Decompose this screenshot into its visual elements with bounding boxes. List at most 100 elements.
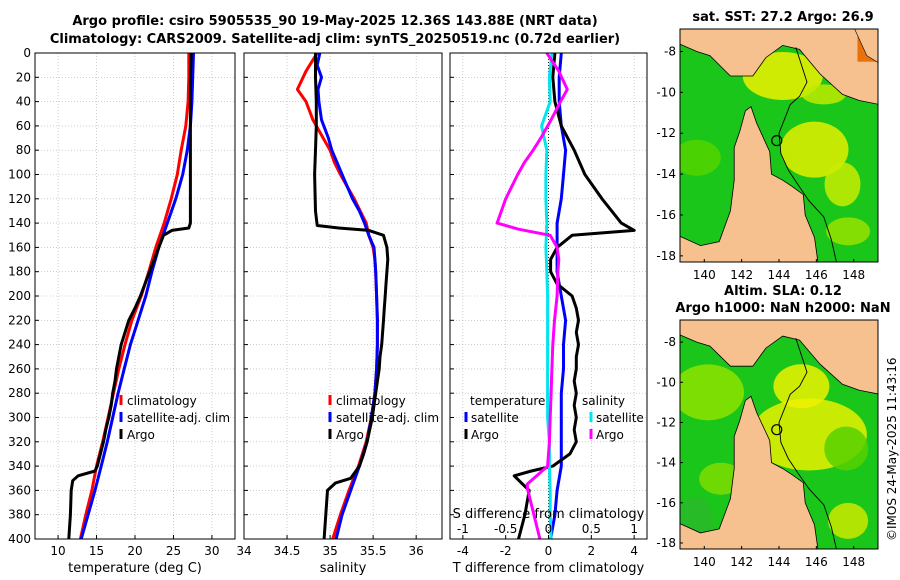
x-tick-label: 2 bbox=[588, 544, 596, 558]
x-tick-label: 25 bbox=[166, 544, 181, 558]
x-tick-label: 15 bbox=[89, 544, 104, 558]
ocean-patch bbox=[742, 52, 823, 101]
ocean-patch bbox=[824, 426, 869, 471]
legend-label: Argo bbox=[336, 428, 364, 442]
map-x-tick-label: 142 bbox=[730, 268, 753, 282]
x-tick-label: 34.5 bbox=[274, 544, 301, 558]
y-tick-label: 20 bbox=[16, 70, 31, 84]
legend-label: satellite-adj. clim bbox=[336, 411, 439, 425]
y-tick-label: 80 bbox=[16, 143, 31, 157]
map-x-tick-label: 142 bbox=[730, 555, 753, 569]
legend-label: Argo bbox=[471, 428, 499, 442]
s-tick-label: 1 bbox=[630, 522, 638, 536]
series-argo bbox=[67, 52, 193, 540]
map-sst_map bbox=[679, 28, 879, 263]
y-tick-label: 160 bbox=[8, 240, 31, 254]
y-tick-label: 0 bbox=[23, 46, 31, 60]
ocean-patch bbox=[680, 364, 745, 421]
x-tick-label: 30 bbox=[204, 544, 219, 558]
sla-map-title-line1: Altim. SLA: 0.12 bbox=[724, 284, 842, 299]
s-axis-label: S difference from climatology bbox=[453, 507, 645, 522]
y-tick-label: 120 bbox=[8, 192, 31, 206]
plot-difference bbox=[449, 52, 648, 540]
map-y-tick-label: -8 bbox=[664, 44, 676, 58]
land-cape-york bbox=[680, 395, 819, 549]
map-x-tick-label: 140 bbox=[693, 555, 716, 569]
y-tick-label: 340 bbox=[8, 459, 31, 473]
map-content bbox=[680, 29, 878, 262]
x-tick-label: 35.5 bbox=[360, 544, 387, 558]
x-tick-label: -4 bbox=[457, 544, 469, 558]
x-tick-label: 20 bbox=[127, 544, 142, 558]
x-axis-label: temperature (deg C) bbox=[68, 561, 202, 576]
y-tick-label: 40 bbox=[16, 95, 31, 109]
legend-label: climatology bbox=[336, 394, 406, 408]
y-tick-label: 140 bbox=[8, 216, 31, 230]
map-y-tick-label: -18 bbox=[656, 249, 676, 263]
land-new-guinea bbox=[680, 320, 878, 395]
ocean-patch bbox=[680, 139, 721, 176]
ocean-patch bbox=[828, 502, 869, 539]
series-argo bbox=[313, 53, 390, 540]
series-t-argo bbox=[512, 52, 636, 540]
sst-map-title: sat. SST: 27.2 Argo: 26.9 bbox=[692, 10, 874, 25]
s-tick-label: -0.5 bbox=[494, 522, 517, 536]
y-tick-label: 60 bbox=[16, 119, 31, 133]
map-y-tick-label: -8 bbox=[664, 335, 676, 349]
legend-label: climatology bbox=[127, 394, 197, 408]
y-tick-label: 200 bbox=[8, 289, 31, 303]
series-satellite-adj-clim bbox=[315, 52, 379, 540]
bathymetry-contour bbox=[778, 47, 837, 262]
s-tick-label: 0.5 bbox=[582, 522, 601, 536]
map-y-tick-label: -16 bbox=[656, 208, 676, 222]
s-tick-label: -1 bbox=[457, 522, 469, 536]
x-tick-label: 35 bbox=[322, 544, 337, 558]
bathymetry-contour bbox=[778, 337, 837, 549]
legend-salinity-title: salinity bbox=[582, 394, 625, 408]
x-tick-label: 0 bbox=[545, 544, 553, 558]
figure-title-line2: Climatology: CARS2009. Satellite-adj cli… bbox=[49, 32, 621, 47]
x-tick-label: -2 bbox=[500, 544, 512, 558]
ocean-patch bbox=[773, 364, 830, 409]
plot-temperature bbox=[34, 52, 236, 540]
map-y-tick-label: -18 bbox=[656, 536, 676, 550]
legend-label: Argo bbox=[127, 428, 155, 442]
map-content bbox=[680, 320, 878, 549]
x-tick-label: 34 bbox=[236, 544, 251, 558]
x-tick-label: 4 bbox=[630, 544, 638, 558]
y-tick-label: 300 bbox=[8, 411, 31, 425]
map-x-tick-label: 144 bbox=[768, 555, 791, 569]
ocean-patch bbox=[801, 84, 846, 105]
profile-location-marker bbox=[771, 424, 783, 436]
map-x-tick-label: 148 bbox=[842, 555, 865, 569]
x-tick-label: 10 bbox=[50, 544, 65, 558]
ocean-patch bbox=[824, 162, 861, 207]
series-s-argo bbox=[495, 52, 569, 540]
series-t-satellite bbox=[549, 52, 568, 540]
legend-label: satellite bbox=[471, 411, 519, 425]
map-y-tick-label: -14 bbox=[656, 456, 676, 470]
legend-label: Argo bbox=[596, 428, 624, 442]
y-tick-label: 240 bbox=[8, 338, 31, 352]
map-sla_map bbox=[679, 319, 879, 550]
map-x-tick-label: 146 bbox=[805, 268, 828, 282]
y-tick-label: 380 bbox=[8, 508, 31, 522]
y-tick-label: 220 bbox=[8, 313, 31, 327]
ocean-patch bbox=[826, 217, 871, 246]
y-tick-label: 360 bbox=[8, 483, 31, 497]
x-axis-label: salinity bbox=[320, 561, 367, 576]
map-x-tick-label: 140 bbox=[693, 268, 716, 282]
x-tick-label: 36 bbox=[409, 544, 424, 558]
map-y-tick-label: -16 bbox=[656, 496, 676, 510]
map-y-tick-label: -12 bbox=[656, 415, 676, 429]
figure-title-line1: Argo profile: csiro 5905535_90 19-May-20… bbox=[72, 14, 598, 29]
profile-location-marker bbox=[771, 134, 783, 147]
y-tick-label: 320 bbox=[8, 435, 31, 449]
land-new-guinea bbox=[680, 29, 878, 105]
y-tick-label: 260 bbox=[8, 362, 31, 376]
s-tick-label: 0 bbox=[545, 522, 553, 536]
map-y-tick-label: -14 bbox=[656, 167, 676, 181]
land-ne bbox=[854, 29, 878, 63]
legend-temperature-title: temperature bbox=[470, 394, 545, 408]
